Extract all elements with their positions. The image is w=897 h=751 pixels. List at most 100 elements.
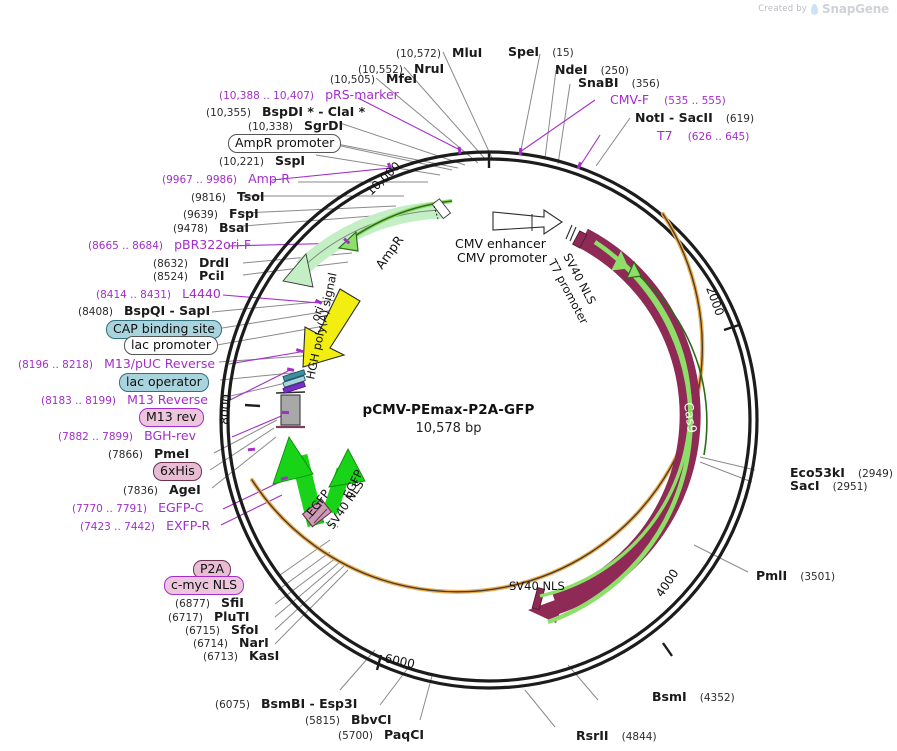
feature-label-ampr-promoter[interactable]: AmpR promoter (228, 134, 342, 154)
primer-label-prs-marker[interactable]: (10,388 .. 10,407) pRS-marker (219, 86, 399, 102)
enzyme-label-kasi[interactable]: (6713) KasI (203, 647, 279, 663)
primer-ticks (247, 146, 582, 481)
enzyme-name: NdeI (555, 62, 588, 77)
primer-label-m13-puc-reverse[interactable]: (8196 .. 8218) M13/pUC Reverse (18, 355, 215, 371)
backbone-orange-arc-outline (251, 213, 703, 593)
enzyme-pos: (15) (552, 47, 574, 59)
enzyme-label-nrui[interactable]: (10,552) NruI (358, 60, 444, 76)
primer-pos: (8665 .. 8684) (88, 240, 163, 252)
enzyme-name: NruI (414, 61, 445, 76)
label-sv40-nls-bottom: SV40 NLS (509, 579, 565, 593)
enzyme-name: SgrDI (304, 118, 344, 133)
enzyme-label-sfii[interactable]: (6877) SfiI (175, 594, 244, 610)
enzyme-pos: (9478) (173, 223, 208, 235)
enzyme-label-mlui[interactable]: (10,572) MluI (396, 44, 482, 60)
primer-label-t7[interactable]: T7 (626 .. 645) (657, 127, 749, 143)
enzyme-name: MluI (452, 45, 483, 60)
primer-label-exfp-r[interactable]: (7423 .. 7442) EXFP-R (80, 517, 210, 533)
enzyme-label-bspqi-sapi[interactable]: (8408) BspQI - SapI (78, 302, 210, 318)
enzyme-label-pcii[interactable]: (8524) PciI (153, 267, 225, 283)
arc-feature-cmv (492, 208, 563, 236)
enzyme-pos: (6713) (203, 651, 238, 663)
primer-label-cmv-f[interactable]: CMV-F (535 .. 555) (610, 91, 726, 107)
enzyme-label-pluti[interactable]: (6717) PluTI (168, 608, 250, 624)
enzyme-label-bsmi[interactable]: BsmI (4352) (652, 688, 735, 704)
enzyme-pos: (2951) (832, 481, 868, 493)
tick-8000: 8000 (217, 393, 234, 425)
enzyme-pos: (3501) (800, 571, 836, 583)
enzyme-label-bsmbi-esp3i[interactable]: (6075) BsmBI - Esp3I (215, 695, 357, 711)
arc-feature-sv40-nls-left (301, 498, 333, 528)
enzyme-label-sgrdi[interactable]: (10,338) SgrDI (248, 117, 343, 133)
label-ampr: AmpR (372, 232, 406, 271)
enzyme-label-rsrii[interactable]: RsrII (4844) (576, 727, 657, 743)
label-cas9: Cas9 (681, 401, 700, 434)
primer-name: M13/pUC Reverse (104, 356, 216, 371)
enzyme-label-ndei[interactable]: NdeI (250) (555, 61, 629, 77)
enzyme-pos: (7866) (108, 449, 143, 461)
primer-name: Amp-R (248, 171, 290, 186)
enzyme-label-snabi[interactable]: SnaBI (356) (578, 74, 660, 90)
enzyme-label-fspi[interactable]: (9639) FspI (183, 205, 259, 221)
enzyme-pos: (10,572) (396, 48, 441, 60)
orf-trace-arcs (539, 240, 708, 625)
enzyme-label-noti-sacii[interactable]: NotI - SacII (619) (635, 109, 754, 125)
enzyme-name: DrdI (199, 255, 230, 270)
enzyme-label-sfoi[interactable]: (6715) SfoI (185, 621, 259, 637)
primer-label-bgh-rev[interactable]: (7882 .. 7899) BGH-rev (58, 427, 196, 443)
feature-label-cap-binding-site[interactable]: CAP binding site (106, 320, 222, 340)
enzyme-label-sspi[interactable]: (10,221) SspI (219, 152, 305, 168)
enzyme-label-spei[interactable]: SpeI (15) (508, 43, 574, 59)
enzyme-label-bsai[interactable]: (9478) BsaI (173, 219, 249, 235)
enzyme-name: BbvCI (351, 712, 392, 727)
enzyme-label-bspdi-clai[interactable]: (10,355) BspDI * - ClaI * (206, 103, 365, 119)
primer-pos: (9967 .. 9986) (162, 174, 237, 186)
enzyme-name: SacI (790, 478, 820, 493)
enzyme-label-nari[interactable]: (6714) NarI (193, 634, 269, 650)
enzyme-label-agei[interactable]: (7836) AgeI (123, 481, 201, 497)
feature-label-c-myc-nls[interactable]: c-myc NLS (164, 576, 245, 596)
enzyme-pos: (6714) (193, 638, 228, 650)
tick-4000: 4000 (653, 567, 682, 600)
enzyme-name: SspI (275, 153, 306, 168)
primer-pos: (7423 .. 7442) (80, 521, 155, 533)
enzyme-pos: (8408) (78, 306, 113, 318)
enzyme-pos: (6075) (215, 699, 250, 711)
enzyme-label-paqci[interactable]: (5700) PaqCI (338, 726, 424, 742)
primer-label-egfp-c[interactable]: (7770 .. 7791) EGFP-C (72, 499, 203, 515)
enzyme-label-bbvci[interactable]: (5815) BbvCI (305, 711, 391, 727)
enzyme-name: SpeI (508, 44, 540, 59)
enzyme-label-pmei[interactable]: (7866) PmeI (108, 445, 189, 461)
feature-label-lac-promoter[interactable]: lac promoter (124, 336, 218, 356)
primer-label-l4440[interactable]: (8414 .. 8431) L4440 (96, 285, 221, 301)
enzyme-label-saci[interactable]: SacI (2951) (790, 477, 868, 493)
enzyme-label-tsoi[interactable]: (9816) TsoI (191, 188, 265, 204)
label-cmv-promoter: CMV promoter (457, 250, 548, 265)
enzyme-pos: (6877) (175, 598, 210, 610)
enzyme-name: BsmBI - Esp3I (261, 696, 358, 711)
primer-label-m13-reverse[interactable]: (8183 .. 8199) M13 Reverse (41, 391, 208, 407)
enzyme-name: KasI (249, 648, 280, 663)
primer-label-pbr322ori-f[interactable]: (8665 .. 8684) pBR322ori-F (88, 236, 251, 252)
enzyme-pos: (10,338) (248, 121, 293, 133)
tick-6000: 6000 (383, 651, 416, 671)
enzyme-name: PmeI (154, 446, 190, 461)
primer-label-amp-r[interactable]: (9967 .. 9986) Amp-R (162, 170, 290, 186)
enzyme-pos: (619) (725, 113, 755, 125)
primer-name: L4440 (182, 286, 221, 301)
feature-label-lac-operator[interactable]: lac operator (119, 373, 209, 393)
primer-name: EXFP-R (166, 518, 211, 533)
backbone-ticks (244, 152, 740, 671)
feature-label-m13-rev[interactable]: M13 rev (139, 408, 204, 428)
snapgene-watermark: Created by SnapGene (758, 2, 889, 16)
primer-pos: (7770 .. 7791) (72, 503, 147, 515)
feature-label-6xhis[interactable]: 6xHis (153, 462, 202, 482)
enzyme-label-drdi[interactable]: (8632) DrdI (153, 254, 229, 270)
enzyme-name: SfoI (231, 622, 259, 637)
enzyme-label-eco53ki[interactable]: Eco53kI (2949) (790, 464, 893, 480)
primer-pos: (8196 .. 8218) (18, 359, 93, 371)
enzyme-label-pmli[interactable]: PmlI (3501) (756, 567, 835, 583)
enzyme-label-mfei[interactable]: (10,505) MfeI (330, 70, 417, 86)
enzyme-pos: (10,552) (358, 64, 403, 76)
